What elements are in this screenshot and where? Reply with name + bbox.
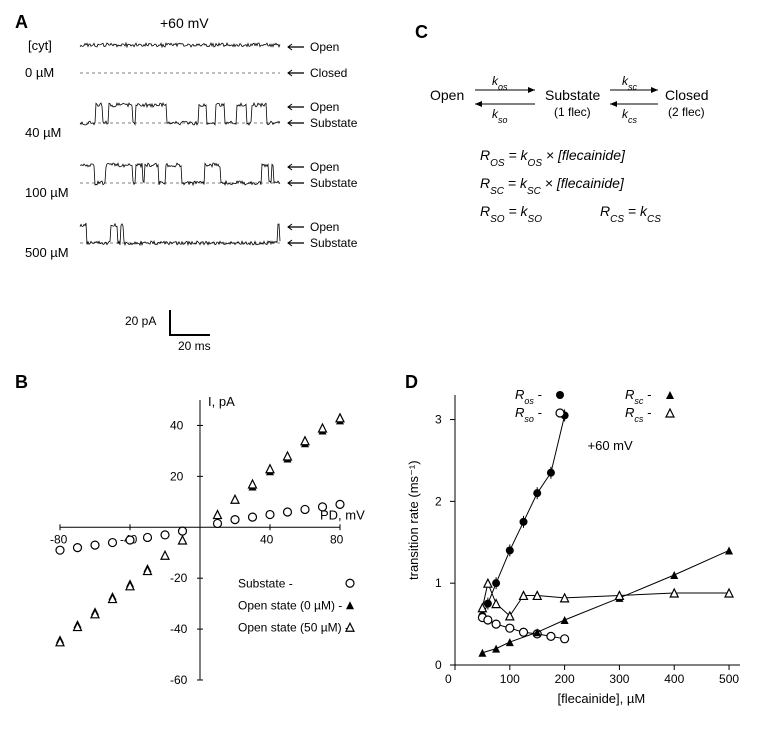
eq-rsc: RSC = kSC × [flecainide] [480,175,625,197]
svg-text:3: 3 [435,413,442,427]
svg-text:20: 20 [170,469,184,483]
scalebar-y: 20 pA [125,314,156,328]
svg-text:0: 0 [445,672,452,686]
svg-text:-40: -40 [170,622,188,636]
svg-text:Substate -: Substate - [238,576,293,590]
svg-text:Substate: Substate [310,116,358,130]
svg-text:400: 400 [664,672,684,686]
svg-text:transition rate (ms⁻¹): transition rate (ms⁻¹) [406,460,421,580]
closed-sublabel: (2 flec) [668,105,705,119]
svg-text:100 µM: 100 µM [25,185,69,200]
svg-text:1: 1 [435,576,442,590]
svg-text:I, pA: I, pA [208,394,235,409]
svg-text:Rso -: Rso - [515,405,543,424]
svg-text:-60: -60 [170,673,188,687]
svg-text:40: 40 [170,418,184,432]
svg-text:-20: -20 [170,571,188,585]
state-substate: Substate [545,87,600,103]
panel-b: B -80-404080-60-40-202040PD, mVI, pASubs… [10,370,380,730]
svg-text:+60 mV: +60 mV [588,438,633,453]
panel-a: A +60 mV [cyt] 0 µM Open Closed 40 µM Open Su… [10,10,380,350]
svg-text:PD, mV: PD, mV [320,507,365,522]
svg-text:0 µM: 0 µM [25,65,54,80]
svg-text:Rcs -: Rcs - [625,405,652,424]
svg-text:0: 0 [435,658,442,672]
scalebar-x: 20 ms [178,339,211,350]
svg-text:Open: Open [310,160,339,174]
svg-text:40 µM: 40 µM [25,125,61,140]
svg-text:500 µM: 500 µM [25,245,69,260]
svg-text:500: 500 [719,672,739,686]
rate-kso: kso [492,107,508,125]
svg-text:Open state (0 µM) -: Open state (0 µM) - [238,598,342,612]
panel-c-label: C [415,22,428,42]
svg-text:Ros -: Ros - [515,387,543,406]
svg-text:40: 40 [260,532,274,546]
svg-text:100: 100 [500,672,520,686]
kinetic-scheme: Open Substate (1 flec) Closed (2 flec) k… [430,74,709,125]
svg-text:200: 200 [555,672,575,686]
substate-sublabel: (1 flec) [554,105,591,119]
svg-text:Rsc -: Rsc - [625,387,652,406]
eq-ros: ROS = kOS × [flecainide] [480,147,626,169]
svg-text:Open state (50 µM) -: Open state (50 µM) - [238,620,349,634]
rate-kcs: kcs [622,107,638,125]
panel-c-svg: C Open Substate (1 flec) Closed (2 flec)… [410,20,760,260]
panel-b-svg: B -80-404080-60-40-202040PD, mVI, pASubs… [10,370,380,730]
svg-text:2: 2 [435,494,442,508]
svg-text:Open: Open [310,100,339,114]
svg-text:Closed: Closed [310,66,347,80]
rate-kos: kos [492,74,508,92]
svg-text:300: 300 [609,672,629,686]
panel-d-label: D [405,372,418,392]
equations: ROS = kOS × [flecainide] RSC = kSC × [fl… [480,147,661,225]
state-open: Open [430,87,464,103]
panel-d-svg: D 0 100 200 300 400 500 0 1 2 3 [flecainide], µM tr… [400,370,760,730]
svg-text:Open: Open [310,220,339,234]
eq-rcs: RCS = kCS [600,203,661,225]
rate-ksc: ksc [622,74,638,92]
panel-b-label: B [15,372,28,392]
svg-text:Substate: Substate [310,236,358,250]
panel-a-label: A [15,12,28,32]
panel-a-svg: A +60 mV [cyt] 0 µM Open Closed 40 µM Open Su… [10,10,380,350]
voltage-label: +60 mV [160,15,209,31]
scalebar: 20 pA 20 ms [125,310,211,350]
svg-text:-80: -80 [50,532,68,546]
svg-text:Substate: Substate [310,176,358,190]
panel-d: D 0 100 200 300 400 500 0 1 2 3 [flecainide], µM tr… [400,370,760,730]
svg-text:80: 80 [330,532,344,546]
eq-rso: RSO = kSO [480,203,542,225]
cyt-label: [cyt] [28,38,52,53]
panel-c: C Open Substate (1 flec) Closed (2 flec)… [410,20,760,260]
state-closed: Closed [665,87,709,103]
svg-text:[flecainide], µM: [flecainide], µM [558,691,646,706]
traces-group: 0 µM Open Closed 40 µM Open Substate 100 µM Ope… [25,40,358,260]
svg-text:Open: Open [310,40,339,54]
